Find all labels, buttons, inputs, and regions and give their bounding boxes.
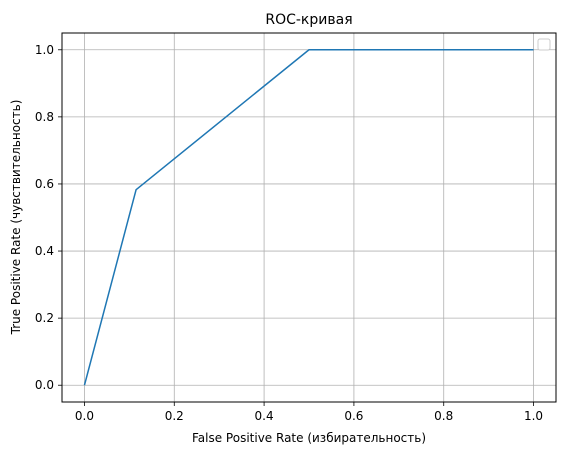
series-layer (83, 49, 534, 386)
y-axis-label: True Positive Rate (чувствительность) (9, 100, 23, 336)
y-tick-label: 0.6 (35, 177, 54, 191)
x-tick-label: 0.0 (75, 409, 94, 423)
y-tick-label: 0.0 (35, 378, 54, 392)
y-tick-label: 0.2 (35, 311, 54, 325)
x-tick-label: 0.4 (255, 409, 274, 423)
y-tick-label: 0.4 (35, 244, 54, 258)
grid (62, 33, 556, 402)
y-tick-label: 0.8 (35, 110, 54, 124)
x-tick-label: 1.0 (524, 409, 543, 423)
x-tick-label: 0.8 (434, 409, 453, 423)
x-tick-label: 0.6 (344, 409, 363, 423)
y-tick-label: 1.0 (35, 43, 54, 57)
roc-curve-line (83, 49, 534, 386)
legend-box (537, 38, 551, 51)
x-tick-label: 0.2 (165, 409, 184, 423)
x-axis-ticks: 0.0 0.2 0.4 0.6 0.8 1.0 (75, 402, 543, 423)
x-axis-label: False Positive Rate (избирательность) (192, 431, 426, 445)
chart-title: ROC-кривая (265, 12, 352, 28)
plot-frame (61, 32, 557, 403)
y-axis-ticks: 0.0 0.2 0.4 0.6 0.8 1.0 (35, 43, 62, 392)
